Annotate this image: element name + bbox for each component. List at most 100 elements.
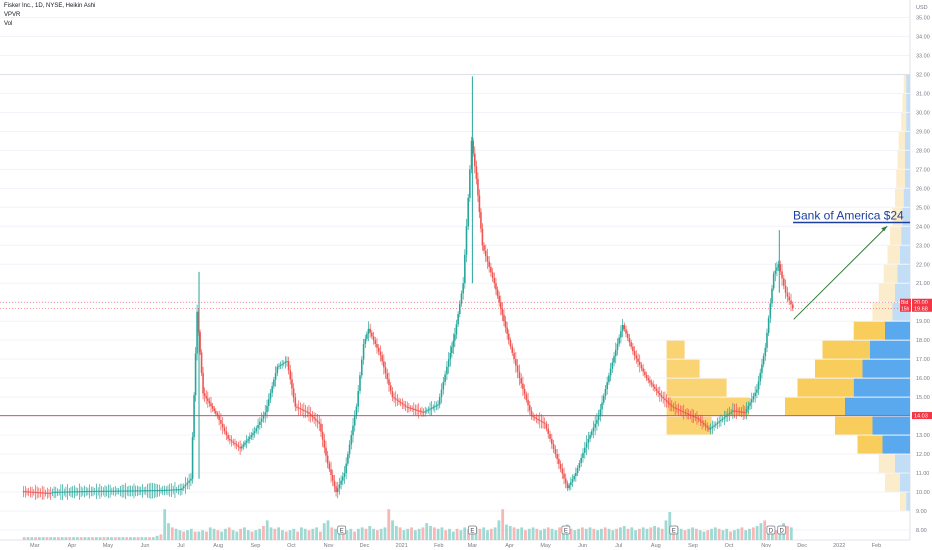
x-tick-label: Apr [505, 543, 514, 549]
candle-body [480, 212, 482, 229]
candle-body [534, 417, 536, 419]
volume-bar [402, 530, 406, 540]
volume-profile-sell-bar [857, 435, 883, 454]
volume-bar [288, 530, 292, 540]
volume-bar [163, 509, 167, 540]
candle-body [496, 289, 499, 296]
candle-body [82, 491, 84, 493]
volume-profile-sell-bar [903, 74, 907, 93]
volume-bar [64, 537, 68, 540]
volume-bar [455, 528, 459, 540]
candle-body [747, 405, 750, 410]
candle-body [412, 408, 415, 410]
session-volume-profile-bar [666, 397, 750, 416]
volume-bar [687, 528, 691, 540]
candle-body [582, 452, 584, 458]
candle-body [383, 361, 385, 368]
volume-bar [630, 527, 634, 540]
candle-body [669, 403, 671, 405]
volume-bar [763, 520, 767, 540]
candle-body [640, 365, 643, 369]
volume-bar [550, 528, 554, 540]
volume-bar [508, 526, 512, 540]
candle-body [509, 340, 512, 347]
candle-body [462, 283, 464, 294]
candle-body [309, 413, 312, 416]
symbol-title[interactable]: Fisker Inc., 1D, NYSE, Heikin Ashi [4, 3, 96, 9]
candle-body [769, 303, 772, 319]
candle-body [483, 245, 485, 251]
volume-bar [205, 531, 208, 540]
candle-body [674, 407, 676, 409]
annotation-arrow [793, 225, 888, 320]
candle-body [73, 491, 76, 493]
volume-profile-buy-bar [853, 378, 910, 397]
candle-body [644, 371, 646, 375]
volume-bar [106, 537, 110, 540]
candle-body [655, 388, 658, 391]
vpvr-indicator-label[interactable]: VPVR [4, 12, 21, 18]
candle-body [161, 489, 164, 492]
volume-bar [284, 531, 288, 540]
candle-body [29, 491, 32, 493]
candle-body [211, 405, 214, 409]
candle-body [568, 485, 570, 489]
candle-body [478, 195, 481, 213]
volume-bar [577, 528, 581, 540]
candle-body [190, 478, 192, 481]
candle-body [218, 416, 220, 420]
candle-body [213, 408, 216, 412]
volume-profile-sell-bar [897, 150, 905, 169]
volume-bar [246, 530, 250, 540]
candle-body [136, 490, 139, 492]
event-marker-label: E [340, 529, 344, 535]
volume-bar [531, 527, 535, 540]
candle-body [465, 226, 468, 255]
volume-bar [277, 527, 281, 540]
candle-body [484, 250, 487, 257]
volume-bar [303, 528, 307, 540]
volume-bar [467, 528, 470, 540]
volume-indicator-label[interactable]: Vol [4, 21, 13, 27]
candle-body [686, 413, 688, 415]
candle-body [303, 409, 305, 412]
x-tick-label: 2022 [833, 543, 845, 549]
volume-bar [603, 527, 607, 540]
volume-bar [151, 537, 155, 540]
candle-body [638, 361, 641, 366]
volume-bar [581, 527, 584, 540]
volume-profile-sell-bar [902, 93, 907, 112]
volume-bar [250, 531, 254, 540]
candle-body [146, 490, 149, 492]
candle-body [754, 392, 756, 397]
candle-body [350, 435, 353, 445]
candle-body [660, 395, 663, 397]
candle-body [216, 413, 219, 417]
candle-body [70, 491, 72, 493]
candle-body [551, 438, 553, 444]
volume-bar [520, 527, 524, 540]
candle-body [434, 406, 436, 408]
volume-bar [505, 524, 508, 540]
candle-body [632, 346, 634, 352]
candle-body [95, 490, 98, 492]
volume-bar [144, 537, 148, 540]
volume-bar [186, 530, 189, 540]
candle-body [279, 364, 282, 366]
candle-body [269, 392, 272, 400]
candle-body [80, 491, 82, 493]
candle-body [464, 254, 466, 284]
volume-profile-buy-bar [901, 226, 910, 245]
candle-body [704, 424, 707, 427]
candle-body [573, 476, 575, 480]
volume-bar [83, 537, 87, 540]
volume-bar [463, 527, 467, 540]
candle-body [498, 295, 500, 303]
candle-body [709, 428, 712, 430]
candle-body [495, 283, 497, 290]
candle-body [255, 428, 258, 432]
candle-body [252, 433, 254, 436]
volume-bar [360, 527, 364, 540]
x-tick-label: Jul [615, 543, 622, 549]
